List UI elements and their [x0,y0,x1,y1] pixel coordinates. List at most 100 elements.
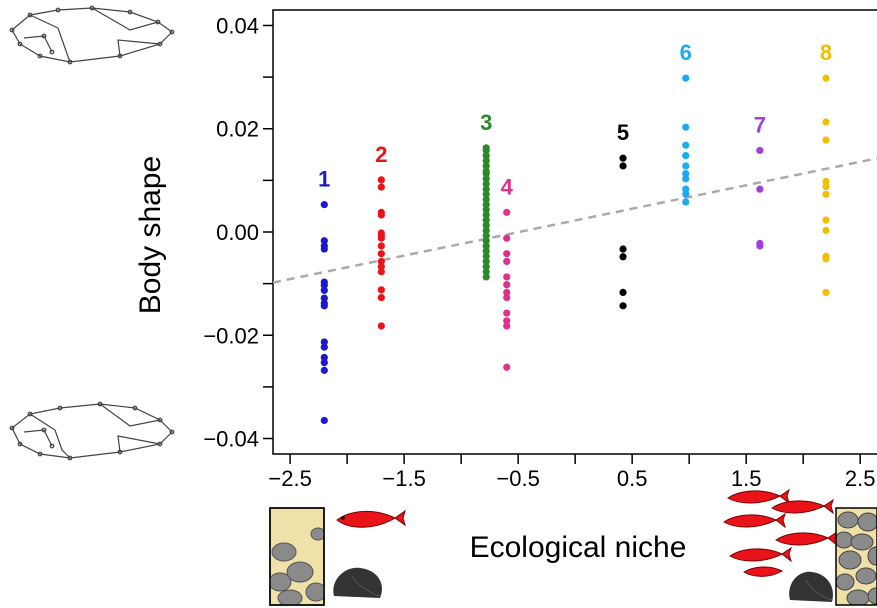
data-point-group-8 [822,74,830,82]
data-point-group-8 [822,255,830,263]
y-tick-label: 0.00 [216,220,259,245]
data-point-group-1 [320,245,328,253]
group-label-2: 2 [375,142,387,167]
y-tick-label: 0.02 [216,117,259,142]
group-label-1: 1 [318,167,330,192]
data-point-group-3 [482,185,490,193]
data-point-group-8 [822,216,830,224]
group-label-4: 4 [501,174,514,199]
fish-landmark-outline-icon [9,401,175,461]
data-point-group-2 [377,257,385,266]
data-point-group-1 [320,359,328,367]
data-point-group-7 [756,146,764,155]
data-point-group-3 [482,201,490,209]
data-point-group-3 [482,216,490,224]
data-point-group-7 [756,242,764,250]
trend-line [273,157,877,284]
data-point-group-4 [503,250,511,258]
single-red-fish-icon [336,509,406,528]
data-point-group-3 [482,247,490,255]
red-fish-school-icon [723,488,838,577]
data-point-group-4 [503,273,511,281]
data-point-group-8 [822,190,830,198]
data-point-group-3 [482,162,490,170]
data-point-group-5 [619,154,627,162]
data-point-group-3 [482,151,490,160]
data-point-group-5 [619,245,627,253]
x-tick-label: −0.5 [496,466,539,491]
data-point-group-2 [377,250,385,258]
data-point-group-3 [482,175,490,183]
data-point-group-4 [503,208,511,216]
data-point-group-6 [682,185,690,193]
data-point-group-3 [482,262,490,271]
y-tick-label: −0.04 [203,427,259,452]
x-axis: −2.5 −1.5 −0.5 0.5 1.5 2.5 [268,454,875,491]
y-axis-title: Body shape [134,156,167,314]
sparse-rock-habitat-icon [269,507,325,606]
y-tick-label: 0.04 [216,13,259,38]
data-point-group-5 [619,253,627,261]
data-point-group-8 [822,288,830,297]
group-label-5: 5 [617,120,629,145]
data-point-group-6 [682,74,690,82]
data-point-group-6 [682,190,690,198]
data-point-group-2 [377,268,385,276]
data-point-group-6 [682,123,690,131]
data-point-group-8 [822,226,830,235]
data-point-group-2 [377,242,385,250]
data-point-group-1 [320,338,328,346]
data-point-group-8 [822,118,830,126]
data-point-group-5 [619,288,627,297]
data-point-group-2 [377,176,385,184]
group-label-8: 8 [820,40,832,65]
dark-rock-icon [789,571,834,602]
data-point-group-6 [682,162,690,170]
data-point-group-2 [377,234,385,242]
data-point-group-3 [482,206,490,214]
data-point-group-3 [482,252,490,260]
data-point-group-2 [377,211,385,219]
data-point-group-4 [503,281,511,289]
data-point-group-4 [503,309,511,317]
data-point-group-3 [482,273,490,281]
data-point-group-3 [482,237,490,245]
data-point-group-4 [503,322,511,330]
fish-landmark-outline-icon [9,5,175,65]
data-point-group-2 [377,183,385,191]
data-point-group-3 [482,226,490,235]
data-point-group-6 [682,175,690,183]
data-point-group-1 [320,201,328,209]
data-point-group-4 [503,293,511,302]
x-tick-label: −2.5 [268,466,311,491]
data-point-group-6 [682,151,690,160]
data-point-group-2 [377,322,385,330]
data-point-group-3 [482,157,490,165]
data-point-group-2 [377,286,385,294]
dense-rock-habitat-icon [835,507,877,606]
data-point-group-8 [822,177,830,186]
data-point-group-1 [320,366,328,374]
data-point-group-1 [320,343,328,351]
dark-rock-icon [333,567,382,598]
data-point-group-3 [482,211,490,219]
x-tick-label: −1.5 [382,466,425,491]
data-point-group-3 [482,195,490,204]
data-point-group-1 [320,416,328,425]
data-point-group-1 [320,286,328,294]
data-point-group-3 [482,190,490,198]
data-point-group-2 [377,262,385,271]
data-point-group-6 [682,198,690,206]
data-point-group-5 [619,162,627,170]
data-point-group-3 [482,146,490,155]
data-point-group-2 [377,293,385,302]
y-axis: 0.04 0.02 0.00 −0.02 −0.04 [203,13,273,452]
y-tick-label: −0.02 [203,323,259,348]
group-label-7: 7 [754,112,766,137]
data-point-group-7 [756,185,764,193]
data-point-group-3 [482,242,490,250]
data-point-group-1 [320,237,328,245]
data-point-group-4 [503,363,511,371]
data-point-group-1 [320,294,328,302]
data-point-group-1 [320,353,328,362]
